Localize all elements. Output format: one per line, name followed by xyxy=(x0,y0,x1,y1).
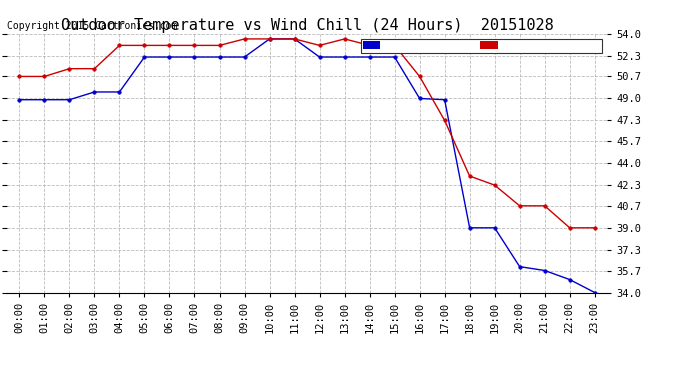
Title: Outdoor Temperature vs Wind Chill (24 Hours)  20151028: Outdoor Temperature vs Wind Chill (24 Ho… xyxy=(61,18,553,33)
Text: Copyright 2015 Cartronics.com: Copyright 2015 Cartronics.com xyxy=(7,21,177,31)
Legend: Wind Chill  (°F), Temperature  (°F): Wind Chill (°F), Temperature (°F) xyxy=(361,39,602,53)
